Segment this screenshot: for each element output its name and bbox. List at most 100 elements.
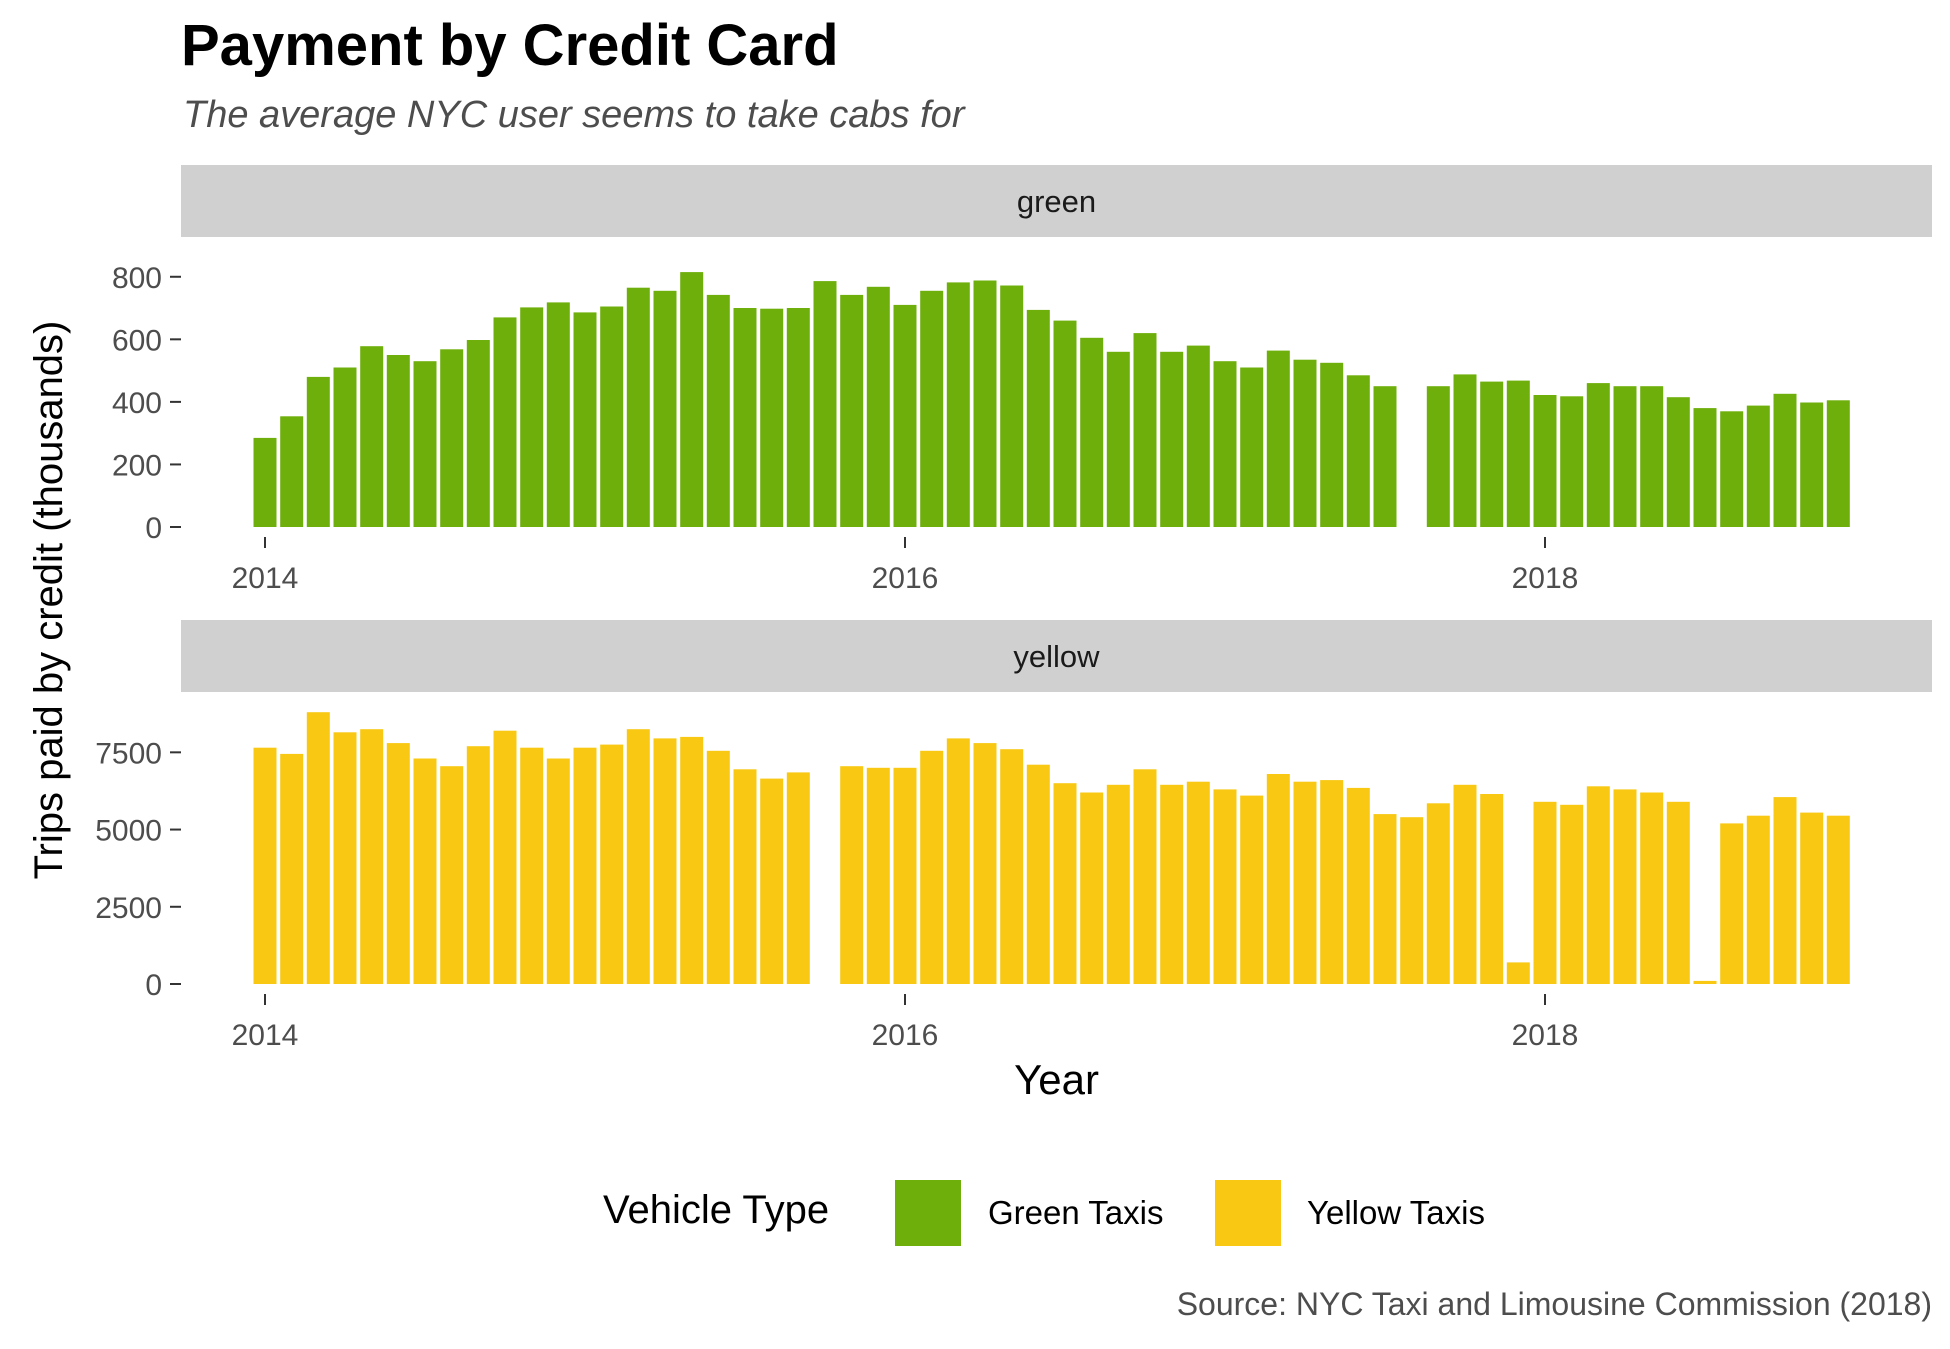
facet-label-green: green	[1017, 184, 1096, 219]
x-tick-label-green: 2016	[872, 562, 939, 595]
bar-yellow-2014-11	[520, 747, 544, 984]
bar-yellow-2016-03	[946, 738, 970, 984]
bar-green-2015-06	[706, 294, 730, 527]
bar-green-2014-07	[413, 361, 437, 527]
bar-green-2014-03	[306, 376, 330, 527]
y-tick-label-yellow: 2500	[95, 892, 162, 925]
legend-key-green	[895, 1180, 961, 1246]
bar-green-2017-02	[1240, 367, 1264, 527]
bar-yellow-2014-04	[333, 732, 357, 984]
bar-green-2018-10	[1773, 393, 1797, 527]
bar-green-2017-06	[1346, 375, 1370, 527]
bar-green-2018-02	[1560, 396, 1584, 527]
faceted-bar-chart: green 0 200 400 600 800 2014 2016 2018 yellow 0 250…	[27, 165, 1932, 1103]
bar-green-2018-07	[1693, 408, 1717, 527]
bar-green-2015-03	[626, 287, 650, 527]
bar-yellow-2018-06	[1666, 801, 1690, 984]
bar-green-2015-01	[573, 312, 597, 527]
x-axis-title: Year	[1014, 1056, 1099, 1103]
bar-green-2018-11	[1800, 402, 1824, 527]
bar-green-2014-12	[546, 302, 570, 527]
bar-yellow-2017-11	[1480, 794, 1504, 984]
bar-yellow-2016-06	[1026, 764, 1050, 984]
bar-green-2016-03	[946, 282, 970, 527]
y-tick-label-green: 0	[145, 512, 162, 545]
bar-yellow-2014-02	[280, 753, 304, 984]
bar-yellow-2015-02	[600, 744, 624, 984]
bar-green-2016-09	[1106, 351, 1130, 527]
bar-green-2016-08	[1080, 337, 1104, 527]
bar-yellow-2015-11	[840, 766, 864, 984]
bar-yellow-2017-03	[1266, 774, 1290, 984]
bar-green-2017-03	[1266, 350, 1290, 527]
bar-yellow-2015-01	[573, 747, 597, 984]
facet-label-yellow: yellow	[1013, 639, 1100, 674]
bar-green-2017-12	[1506, 380, 1530, 527]
legend: Vehicle Type Green Taxis Yellow Taxis	[0, 1172, 1950, 1252]
bar-green-2014-10	[493, 317, 517, 527]
bar-yellow-2016-09	[1106, 784, 1130, 984]
bar-green-2017-07	[1373, 386, 1397, 527]
bar-yellow-2017-02	[1240, 795, 1264, 984]
bar-green-2016-02	[920, 290, 944, 527]
bar-yellow-2014-08	[440, 766, 464, 984]
bar-green-2016-05	[1000, 285, 1024, 527]
bar-yellow-2018-03	[1586, 786, 1610, 984]
bar-yellow-2016-04	[973, 743, 997, 984]
bar-yellow-2015-08	[760, 778, 784, 984]
bar-green-2015-05	[680, 272, 704, 527]
bar-green-2016-07	[1053, 320, 1077, 527]
bar-green-2016-11	[1160, 351, 1184, 527]
y-tick-label-green: 200	[112, 449, 162, 482]
bar-yellow-2015-05	[680, 736, 704, 984]
bar-green-2018-04	[1613, 386, 1637, 527]
bar-yellow-2016-11	[1160, 784, 1184, 984]
bar-yellow-2017-01	[1213, 789, 1237, 984]
y-tick-label-yellow: 0	[145, 969, 162, 1002]
chart-caption: Source: NYC Taxi and Limousine Commissio…	[1176, 1286, 1932, 1322]
y-axis-title: Trips paid by credit (thousands)	[27, 321, 71, 880]
bar-yellow-2014-03	[306, 712, 330, 984]
bar-yellow-2018-09	[1746, 815, 1770, 984]
bar-yellow-2017-05	[1320, 780, 1344, 984]
bar-green-2018-06	[1666, 397, 1690, 527]
bar-green-2016-01	[893, 304, 917, 527]
bar-green-2015-02	[600, 306, 624, 527]
bar-green-2018-09	[1746, 405, 1770, 527]
bar-green-2016-06	[1026, 309, 1050, 527]
bar-green-2018-12	[1826, 400, 1850, 527]
bar-yellow-2018-08	[1720, 823, 1744, 984]
bar-green-2014-04	[333, 367, 357, 527]
bar-green-2017-11	[1480, 381, 1504, 527]
bar-green-2015-12	[866, 286, 890, 527]
y-tick-label-green: 400	[112, 387, 162, 420]
bar-green-2014-08	[440, 349, 464, 527]
bar-green-2017-01	[1213, 361, 1237, 527]
bar-green-2018-01	[1533, 395, 1557, 527]
bar-yellow-2014-01	[253, 747, 277, 984]
bar-yellow-2017-07	[1373, 814, 1397, 984]
bar-yellow-2018-02	[1560, 804, 1584, 984]
x-tick-label-yellow: 2014	[232, 1019, 299, 1052]
x-tick-label-yellow: 2016	[872, 1019, 939, 1052]
bar-green-2017-10	[1453, 374, 1477, 527]
bar-yellow-2016-10	[1133, 769, 1157, 984]
bar-green-2016-12	[1186, 345, 1210, 527]
bar-yellow-2016-02	[920, 750, 944, 984]
bar-yellow-2015-12	[866, 767, 890, 984]
bar-yellow-2014-05	[360, 729, 384, 984]
bar-green-2018-05	[1640, 386, 1664, 527]
bar-yellow-2018-07	[1693, 980, 1717, 984]
bar-yellow-2016-01	[893, 767, 917, 984]
bar-green-2015-09	[786, 308, 810, 527]
chart-subtitle: The average NYC user seems to take cabs …	[183, 94, 965, 136]
bar-yellow-2015-04	[653, 738, 677, 984]
bar-yellow-2015-09	[786, 772, 810, 984]
bar-yellow-2014-12	[546, 758, 570, 984]
bar-yellow-2015-06	[706, 750, 730, 984]
bar-yellow-2014-07	[413, 758, 437, 984]
bar-green-2016-10	[1133, 333, 1157, 527]
x-tick-label-green: 2014	[232, 562, 299, 595]
bar-green-2014-06	[386, 355, 410, 527]
bar-yellow-2017-06	[1346, 787, 1370, 984]
